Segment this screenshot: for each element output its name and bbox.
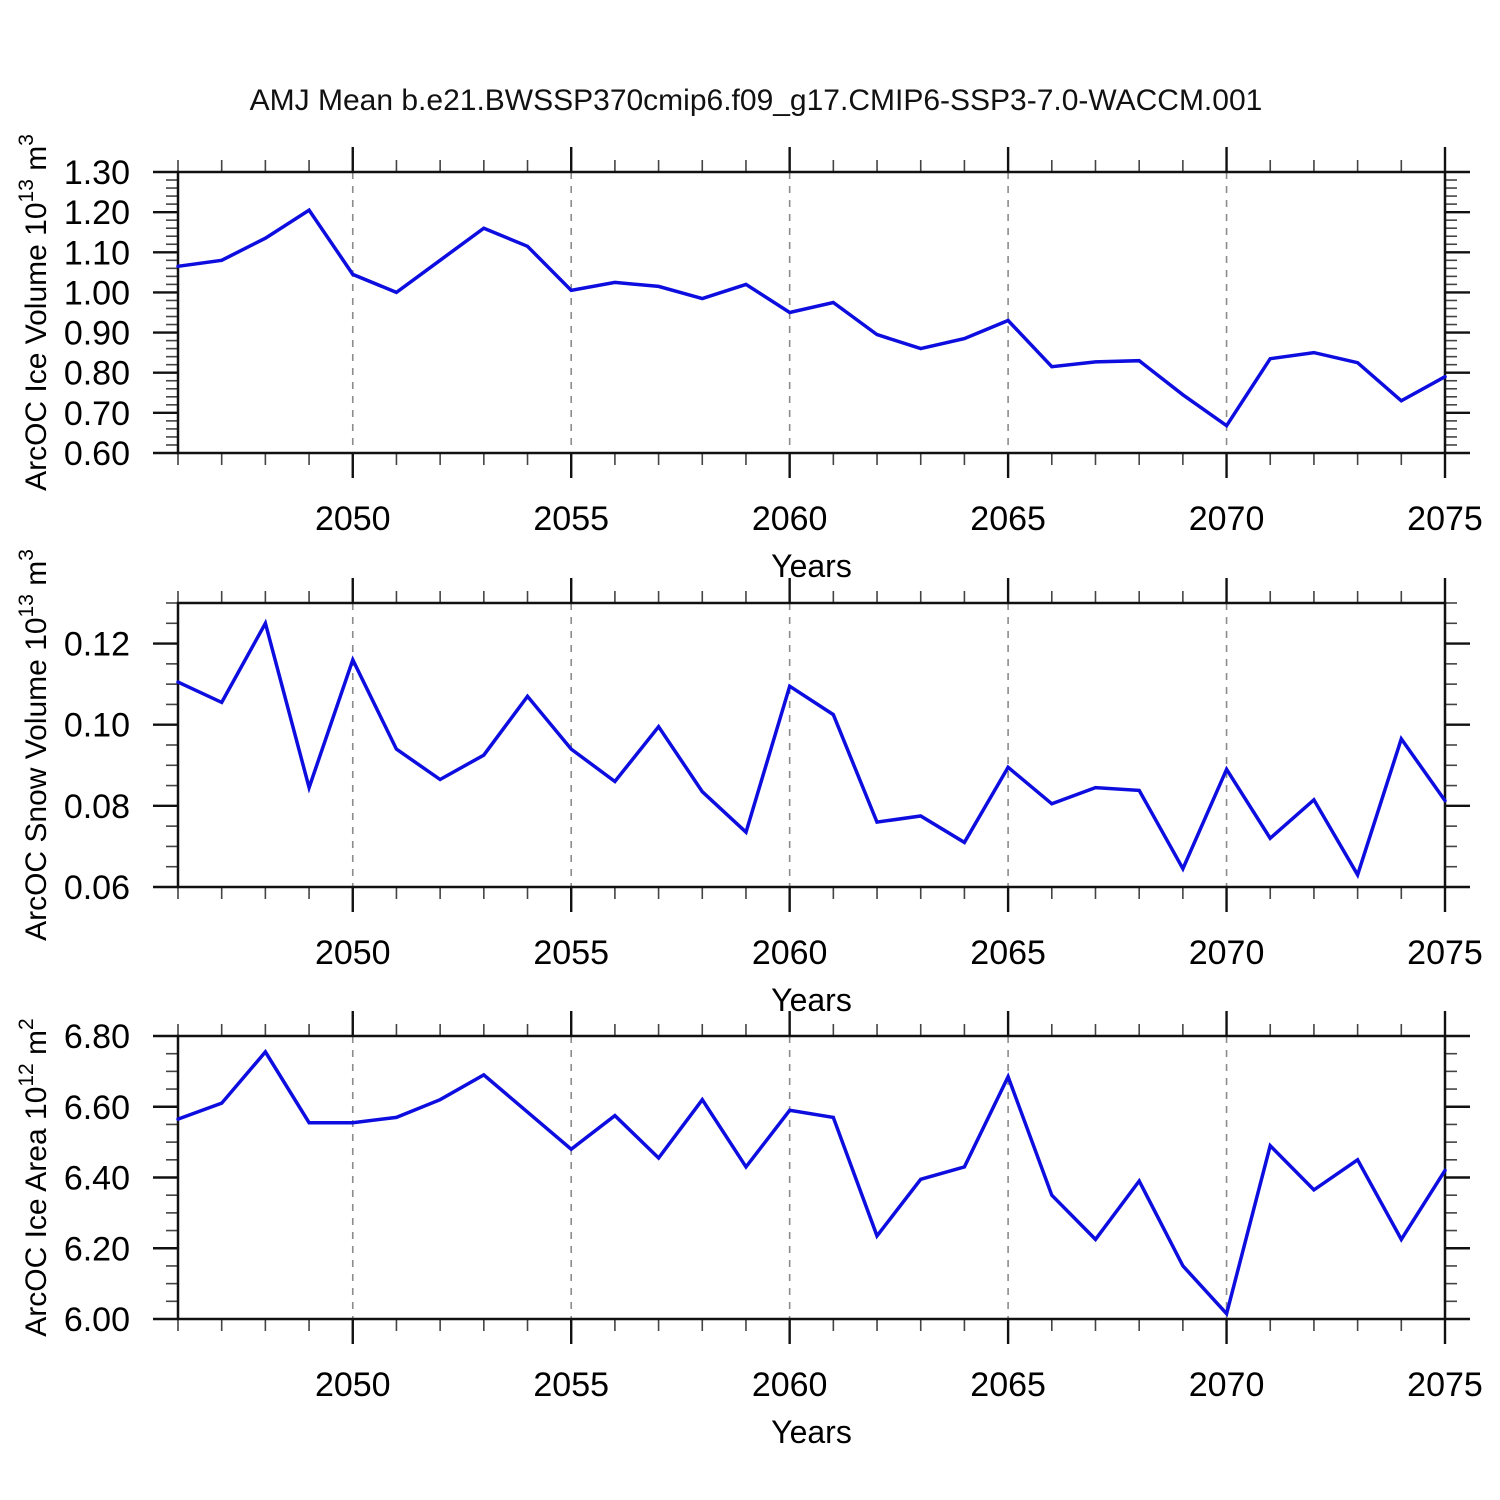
y-tick-label: 0.60 bbox=[64, 435, 130, 473]
x-tick-label: 2065 bbox=[970, 1366, 1046, 1404]
x-tick-label: 2065 bbox=[970, 500, 1046, 538]
x-tick-label: 2075 bbox=[1407, 500, 1483, 538]
y-tick-label: 0.10 bbox=[64, 707, 130, 745]
x-tick-label: 2055 bbox=[533, 934, 609, 972]
y-tick-label: 6.60 bbox=[64, 1089, 130, 1127]
figure-title: AMJ Mean b.e21.BWSSP370cmip6.f09_g17.CMI… bbox=[249, 84, 1263, 117]
x-tick-label: 2050 bbox=[315, 500, 391, 538]
x-tick-label: 2070 bbox=[1189, 1366, 1265, 1404]
y-tick-label: 1.00 bbox=[64, 274, 130, 312]
y-tick-label: 0.06 bbox=[64, 869, 130, 907]
series-line bbox=[176, 618, 1447, 880]
y-tick-label: 0.08 bbox=[64, 788, 130, 826]
x-axis-title: Years bbox=[771, 1414, 852, 1450]
x-tick-label: 2055 bbox=[533, 1366, 609, 1404]
x-axis-title: Years bbox=[771, 548, 852, 584]
x-tick-label: 2060 bbox=[752, 934, 828, 972]
y-tick-label: 6.00 bbox=[64, 1301, 130, 1339]
y-tick-label: 1.30 bbox=[64, 154, 130, 192]
y-tick-label: 6.80 bbox=[64, 1018, 130, 1056]
x-tick-label: 2065 bbox=[970, 934, 1046, 972]
x-tick-label: 2070 bbox=[1189, 934, 1265, 972]
x-tick-label: 2070 bbox=[1189, 500, 1265, 538]
y-tick-label: 0.90 bbox=[64, 315, 130, 353]
x-axis-title: Years bbox=[771, 982, 852, 1018]
plot-frame bbox=[176, 1034, 1447, 1321]
x-tick-label: 2075 bbox=[1407, 1366, 1483, 1404]
y-tick-label: 6.40 bbox=[64, 1160, 130, 1198]
y-axis-title: ArcOC Snow Volume 1013 m3 bbox=[15, 549, 53, 941]
plot-frame bbox=[176, 170, 1447, 455]
y-tick-label: 1.10 bbox=[64, 234, 130, 272]
series-line bbox=[176, 207, 1447, 429]
x-tick-label: 2075 bbox=[1407, 934, 1483, 972]
x-tick-label: 2055 bbox=[533, 500, 609, 538]
x-tick-label: 2060 bbox=[752, 500, 828, 538]
y-tick-label: 1.20 bbox=[64, 194, 130, 232]
y-axis-title: ArcOC Ice Volume 1013 m3 bbox=[15, 134, 53, 491]
x-tick-label: 2060 bbox=[752, 1366, 828, 1404]
y-tick-label: 6.20 bbox=[64, 1230, 130, 1268]
x-tick-label: 2050 bbox=[315, 934, 391, 972]
y-tick-label: 0.80 bbox=[64, 355, 130, 393]
x-tick-label: 2050 bbox=[315, 1366, 391, 1404]
plot-frame bbox=[176, 601, 1447, 889]
y-tick-label: 0.70 bbox=[64, 395, 130, 433]
series-line bbox=[176, 1048, 1447, 1318]
y-tick-label: 0.12 bbox=[64, 626, 130, 664]
y-axis-title: ArcOC Ice Area 1012 m2 bbox=[15, 1018, 53, 1336]
